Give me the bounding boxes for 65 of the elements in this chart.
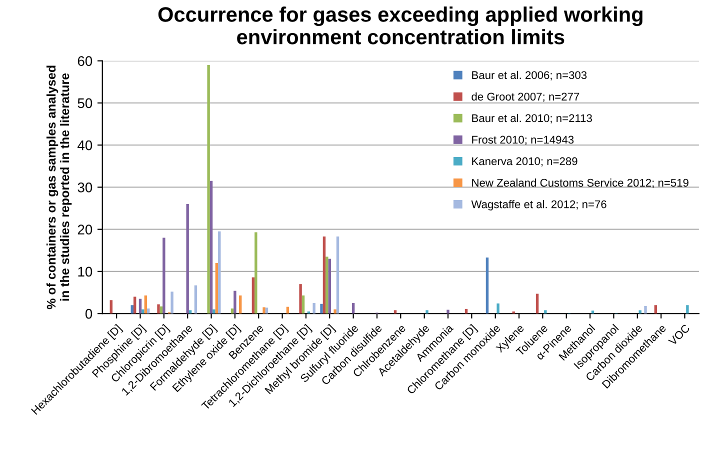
bar [133,296,136,314]
bar [230,308,234,314]
bar [265,308,268,314]
bar [142,309,144,314]
bar [322,236,326,314]
y-tick-label: 40 [78,140,92,150]
bar [234,290,236,314]
bar [334,309,336,314]
bar [654,305,658,314]
bar [320,304,323,314]
bar [157,304,160,314]
bar [162,238,166,314]
bar [446,310,450,314]
bar [110,300,113,314]
bar [130,305,134,314]
chart-title: Occurrence for gases exceeding applied working environment concentration limits [158,6,642,44]
bar [170,292,174,314]
bar [299,284,302,314]
bar [210,180,213,314]
bar [188,310,192,314]
bar [496,303,500,314]
bar [252,277,255,314]
legend-label: Wagstaffe et al. 2012; n=76 [471,200,606,210]
y-tick-label: 10 [78,266,92,277]
bar [686,305,689,314]
y-axis-title: % of containers or gas samples analysed in the studies reported in the literature [46,66,72,310]
bar [394,310,397,314]
bar [302,295,305,314]
bar [536,294,539,314]
bar [138,298,142,314]
bar [194,285,198,314]
y-tick-label: 0 [85,308,92,319]
legend-label: de Groot 2007; n=277 [472,92,580,102]
bar [218,231,221,314]
bar [544,310,547,314]
bar [254,232,258,314]
bar [212,309,216,314]
bar [312,303,316,314]
y-tick-label: 30 [78,182,92,192]
bar [144,295,148,314]
bar [464,308,468,314]
bar [262,307,266,314]
legend-label: Kanerva 2010; n=289 [472,157,578,166]
bar [207,65,210,314]
bar [328,258,331,314]
bar [638,310,642,314]
bar [591,310,594,314]
bar [160,306,163,314]
bar [336,236,340,314]
bar [486,258,489,314]
bar [426,310,428,314]
bar [215,263,218,314]
bar [186,204,189,314]
y-tick-label: 20 [78,224,92,234]
bar [326,256,328,314]
y-tick-label: 50 [78,98,92,108]
bar [239,295,242,314]
legend-label: New Zealand Customs Service 2012; n=519 [472,178,688,188]
y-tick-label: 60 [78,56,92,66]
bar [644,306,647,314]
legend-label: Baur et al. 2006; n=303 [472,70,587,80]
legend-label: Baur et al. 2010; n=2113 [472,114,592,124]
bar [147,308,150,314]
legend-label: Frost 2010; n=14943 [472,136,574,145]
bar [352,303,355,314]
